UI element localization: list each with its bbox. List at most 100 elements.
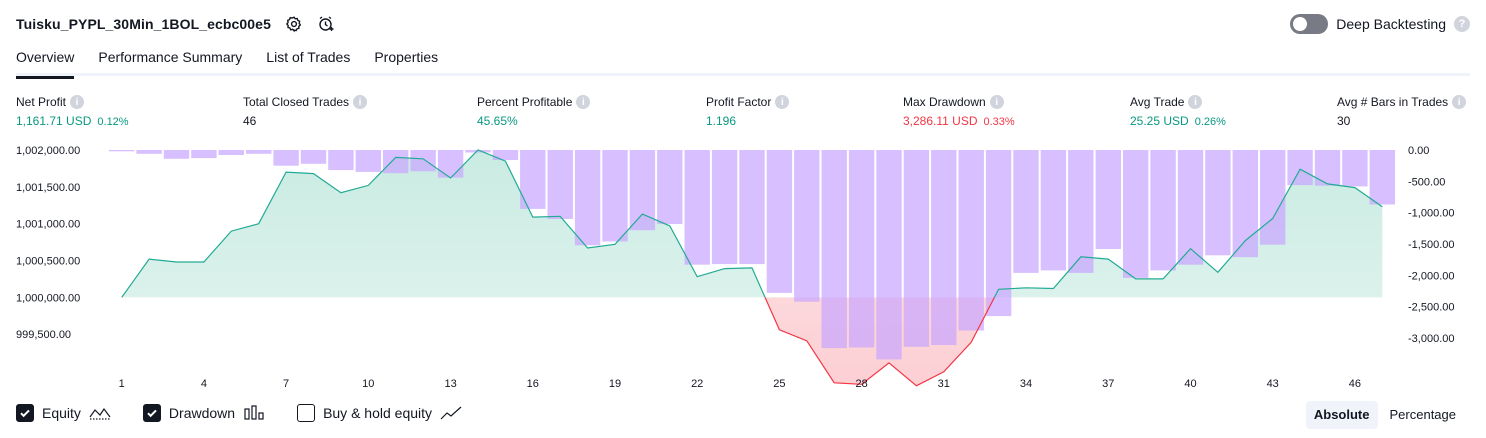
drawdown-bar xyxy=(958,150,984,331)
equity-line xyxy=(121,149,1383,298)
legend-buy-hold-label: Buy & hold equity xyxy=(323,405,433,421)
drawdown-bar xyxy=(492,150,519,160)
metric-percent-profitable: Percent Profitable i 45.65% xyxy=(477,94,591,128)
drawdown-bar xyxy=(437,150,464,178)
x-axis-label: 40 xyxy=(1184,378,1196,390)
drawdown-bar xyxy=(1260,150,1286,245)
x-axis-label: 25 xyxy=(773,378,785,390)
help-icon[interactable]: ? xyxy=(1454,16,1470,32)
legend-buy-hold[interactable]: Buy & hold equity xyxy=(297,404,462,422)
buy-hold-checkbox[interactable] xyxy=(297,404,316,422)
info-icon[interactable]: i xyxy=(576,95,591,109)
metric-label: Net Profit xyxy=(16,95,67,109)
right-axis-label: -2,500.00 xyxy=(1408,302,1454,314)
info-icon[interactable]: i xyxy=(989,95,1004,109)
tab-overview[interactable]: Overview xyxy=(16,46,75,79)
drawdown-checkbox[interactable] xyxy=(142,404,161,422)
deep-backtesting-label: Deep Backtesting xyxy=(1336,16,1446,32)
left-axis-label: 999,500.00 xyxy=(16,329,71,341)
metric-net-profit: Net Profit i 1,161.71 USD 0.12% xyxy=(16,94,129,128)
left-axis-label: 1,000,500.00 xyxy=(16,256,80,268)
mode-absolute-button[interactable]: Absolute xyxy=(1305,401,1378,429)
metric-percent: 0.33% xyxy=(983,116,1015,128)
metric-label: Avg # Bars in Trades xyxy=(1337,95,1449,109)
equity-area-positive xyxy=(121,150,1383,298)
scale-mode-switch: Absolute Percentage xyxy=(1305,401,1464,429)
drawdown-bar xyxy=(191,150,217,159)
drawdown-bar xyxy=(1232,150,1258,258)
drawdown-bar xyxy=(931,150,957,345)
info-icon[interactable]: i xyxy=(775,95,790,109)
drawdown-bar xyxy=(1040,150,1067,271)
equity-chart[interactable]: 1,002,000.00 1,001,500.00 1,001,000.00 1,00… xyxy=(0,140,1486,396)
add-alert-icon[interactable] xyxy=(315,13,337,35)
tab-performance-summary[interactable]: Performance Summary xyxy=(98,49,243,65)
drawdown-bar xyxy=(684,150,710,265)
x-axis-label: 4 xyxy=(201,378,207,390)
info-icon[interactable]: i xyxy=(70,95,85,109)
buy-hold-line-icon xyxy=(440,405,462,421)
tab-bar: Overview Performance Summary List of Tra… xyxy=(16,46,1470,79)
equity-checkbox[interactable] xyxy=(16,404,34,422)
drawdown-bar xyxy=(657,150,683,224)
strategy-title: Tuisku_PYPL_30Min_1BOL_ecbc00e5 xyxy=(16,16,271,32)
metric-percent: 0.26% xyxy=(1194,116,1226,128)
drawdown-bar xyxy=(848,150,875,348)
drawdown-bar xyxy=(273,150,299,166)
mode-percentage-button[interactable]: Percentage xyxy=(1389,407,1457,422)
legend-equity[interactable]: Equity xyxy=(16,404,111,422)
drawdown-bar xyxy=(1287,150,1313,186)
strategy-header: Tuisku_PYPL_30Min_1BOL_ecbc00e5 xyxy=(16,12,337,36)
drawdown-bar xyxy=(985,150,1012,317)
metric-label: Percent Profitable xyxy=(477,95,573,109)
right-axis-label: -500.00 xyxy=(1408,176,1445,188)
drawdown-bar xyxy=(218,150,244,155)
drawdown-bar xyxy=(1150,150,1176,271)
drawdown-bar xyxy=(876,150,902,360)
x-axis-label: 46 xyxy=(1349,378,1361,390)
x-axis-label: 1 xyxy=(119,378,125,390)
left-axis-label: 1,002,000.00 xyxy=(16,145,80,157)
right-axis-label: 0.00 xyxy=(1408,145,1429,157)
x-axis-label: 43 xyxy=(1267,378,1279,390)
metric-label: Max Drawdown xyxy=(903,95,986,109)
x-axis-label: 13 xyxy=(444,378,456,390)
drawdown-bar xyxy=(465,150,491,153)
settings-icon[interactable] xyxy=(283,13,305,35)
left-axis-label: 1,000,000.00 xyxy=(16,292,80,304)
drawdown-bar xyxy=(1177,150,1204,265)
drawdown-bar xyxy=(574,150,601,246)
metric-max-drawdown: Max Drawdown i 3,286.11 USD 0.33% xyxy=(903,94,1015,128)
metric-avg-bars: Avg # Bars in Trades i 30 xyxy=(1337,94,1467,128)
drawdown-bar xyxy=(355,150,381,172)
x-axis-label: 37 xyxy=(1102,378,1114,390)
drawdown-bar xyxy=(1013,150,1039,273)
x-axis-label: 10 xyxy=(362,378,374,390)
drawdown-bar xyxy=(602,150,628,242)
drawdown-bar xyxy=(547,150,573,219)
x-axis-label: 28 xyxy=(855,378,867,390)
metric-value: 46 xyxy=(243,114,257,128)
equity-line-icon xyxy=(89,405,111,421)
drawdown-bar xyxy=(794,150,820,302)
info-icon[interactable]: i xyxy=(353,95,368,109)
info-icon[interactable]: i xyxy=(1188,95,1203,109)
drawdown-bar xyxy=(629,150,656,231)
x-axis-label: 16 xyxy=(527,378,539,390)
legend-drawdown[interactable]: Drawdown xyxy=(142,404,265,422)
tab-properties[interactable]: Properties xyxy=(374,49,439,65)
deep-backtesting-toggle[interactable] xyxy=(1290,14,1329,34)
drawdown-bar xyxy=(1068,150,1094,273)
info-icon[interactable]: i xyxy=(1452,95,1467,109)
metric-label: Profit Factor xyxy=(706,95,772,109)
drawdown-bar xyxy=(136,150,162,154)
x-axis-label: 19 xyxy=(609,378,621,390)
tab-list-of-trades[interactable]: List of Trades xyxy=(266,49,351,65)
drawdown-bar xyxy=(1123,150,1149,278)
drawdown-bar xyxy=(300,150,327,164)
left-axis-label: 1,001,500.00 xyxy=(16,182,80,194)
left-axis-label: 1,001,000.00 xyxy=(16,219,80,231)
metric-profit-factor: Profit Factor i 1.196 xyxy=(706,94,790,128)
deep-backtesting: Deep Backtesting ? xyxy=(1290,12,1470,36)
x-axis-label: 34 xyxy=(1020,378,1032,390)
